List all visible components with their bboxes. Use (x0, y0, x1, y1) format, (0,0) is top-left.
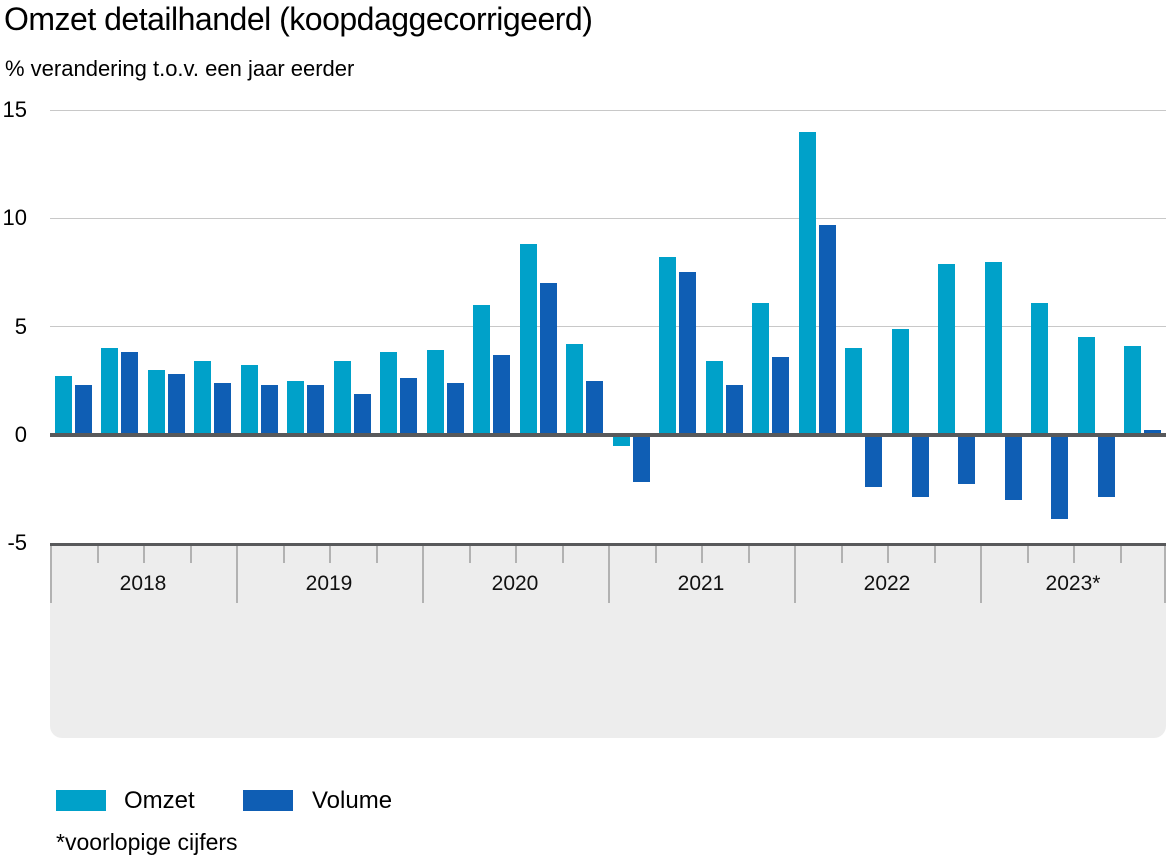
quarter-tick (701, 546, 703, 563)
bar-volume-2021-Q2 (679, 272, 697, 435)
bar-volume-2019-Q1 (260, 384, 278, 435)
legend-swatch-omzet (56, 790, 106, 811)
bar-volume-2023-Q2 (1051, 434, 1069, 520)
bar-volume-2021-Q4 (772, 356, 790, 435)
bar-omzet-2023-Q3 (1077, 337, 1095, 435)
bar-omzet-2021-Q4 (752, 302, 770, 435)
y-axis-label-15: 15 (2, 97, 27, 123)
y-axis-label--5: -5 (7, 529, 27, 555)
bar-omzet-2023-Q4 (1124, 345, 1142, 435)
bar-volume-2019-Q3 (353, 393, 371, 435)
bar-volume-2020-Q3 (539, 283, 557, 435)
chart-title: Omzet detailhandel (koopdaggecorrigeerd) (4, 1, 593, 37)
year-tick (794, 546, 796, 603)
quarter-tick (933, 546, 936, 563)
bar-volume-2018-Q3 (167, 374, 185, 435)
bar-omzet-2022-Q4 (938, 263, 956, 435)
bar-volume-2020-Q1 (446, 382, 464, 435)
bar-omzet-2019-Q4 (380, 352, 398, 435)
bar-omzet-2022-Q3 (891, 328, 909, 435)
bar-omzet-2018-Q4 (194, 361, 212, 435)
bar-volume-2019-Q4 (400, 378, 418, 435)
bar-omzet-2020-Q4 (566, 343, 584, 435)
bar-volume-2020-Q2 (493, 354, 511, 435)
legend-label-volume: Volume (312, 787, 393, 814)
bar-volume-2022-Q1 (818, 224, 836, 435)
bar-volume-2021-Q3 (725, 384, 743, 435)
quarter-tick (96, 546, 99, 563)
quarter-tick (1073, 546, 1075, 563)
footnote: *voorlopige cijfers (56, 829, 238, 855)
bar-omzet-2018-Q1 (54, 376, 72, 435)
bar-omzet-2021-Q3 (705, 361, 723, 435)
quarter-tick (143, 546, 145, 563)
quarter-tick (654, 546, 657, 563)
x-axis-label-2019: 2019 (305, 572, 353, 595)
x-axis-band: 2018 2019 2020 2021 2022 2023* (50, 543, 1166, 738)
y-axis-label-5: 5 (14, 313, 27, 339)
bar-volume-2018-Q4 (214, 382, 232, 435)
bar-volume-2023-Q4 (1144, 430, 1162, 435)
quarter-tick (189, 546, 192, 563)
x-axis-label-2020: 2020 (491, 572, 539, 595)
bar-volume-2018-Q2 (121, 352, 139, 435)
quarter-tick (468, 546, 471, 563)
bar-omzet-2019-Q1 (240, 365, 258, 435)
quarter-tick (375, 546, 378, 563)
zero-baseline (50, 432, 1166, 437)
legend-label-omzet: Omzet (124, 787, 195, 814)
year-tick (980, 546, 982, 603)
x-axis-label-2022: 2022 (863, 572, 911, 595)
bar-omzet-2021-Q1 (612, 434, 630, 446)
year-tick (422, 546, 424, 603)
quarter-tick (515, 546, 517, 563)
quarter-tick (887, 546, 889, 563)
quarter-tick (329, 546, 331, 563)
x-axis-label-2021: 2021 (677, 572, 725, 595)
gridline-5 (50, 326, 1166, 327)
legend-swatch-volume (243, 790, 293, 811)
bar-volume-2019-Q2 (307, 384, 325, 435)
quarter-tick (561, 546, 564, 563)
quarter-tick (840, 546, 843, 563)
bar-omzet-2023-Q1 (984, 261, 1002, 435)
bar-omzet-2019-Q2 (287, 380, 305, 435)
chart-subtitle: % verandering t.o.v. een jaar eerder (5, 56, 355, 81)
bar-volume-2022-Q3 (911, 434, 929, 498)
bar-omzet-2022-Q2 (845, 348, 863, 435)
bar-omzet-2020-Q3 (519, 244, 537, 435)
bar-volume-2022-Q2 (865, 434, 883, 487)
bar-omzet-2023-Q2 (1031, 302, 1049, 435)
year-tick (608, 546, 610, 603)
bar-volume-2023-Q3 (1097, 434, 1115, 498)
year-tick (1164, 546, 1166, 603)
y-axis-label-0: 0 (14, 421, 27, 447)
bar-omzet-2018-Q3 (147, 369, 165, 435)
quarter-tick (282, 546, 285, 563)
year-tick (236, 546, 238, 603)
bar-volume-2018-Q1 (74, 384, 92, 435)
quarter-tick (1026, 546, 1029, 563)
gridline-10 (50, 217, 1166, 219)
bar-omzet-2018-Q2 (101, 348, 119, 435)
bar-volume-2020-Q4 (586, 380, 604, 435)
gridline-15 (50, 109, 1166, 111)
x-axis-label-2018: 2018 (119, 572, 167, 595)
bar-omzet-2019-Q3 (333, 361, 351, 435)
y-axis-label-10: 10 (2, 205, 27, 231)
x-axis-label-2023: 2023* (1045, 572, 1101, 595)
bar-omzet-2022-Q1 (798, 131, 816, 435)
quarter-tick (747, 546, 750, 563)
bar-volume-2023-Q1 (1004, 434, 1022, 500)
bar-omzet-2020-Q2 (473, 304, 491, 435)
bar-omzet-2020-Q1 (426, 350, 444, 435)
year-tick (50, 546, 52, 603)
quarter-tick (1119, 546, 1122, 563)
bar-volume-2021-Q1 (632, 434, 650, 483)
legend: Omzet Volume (0, 787, 1166, 814)
bar-omzet-2021-Q2 (659, 257, 677, 435)
bar-volume-2022-Q4 (958, 434, 976, 485)
